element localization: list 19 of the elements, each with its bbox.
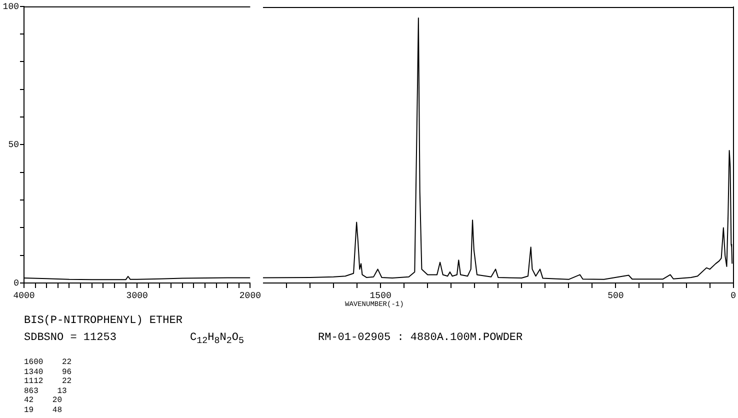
y-tick-label: 50 bbox=[8, 140, 19, 150]
text: RM-01-02905 : 4880A.100M.POWDER bbox=[318, 332, 523, 344]
text: 19 48 bbox=[24, 406, 62, 414]
x-tick-label: 0 bbox=[730, 290, 736, 301]
y-tick-label: 100 bbox=[2, 2, 19, 12]
y-tick-label: 0 bbox=[14, 278, 19, 288]
text: 1600 22 bbox=[24, 358, 72, 367]
text: 42 20 bbox=[24, 396, 62, 405]
text: SDBSNO = 11253 bbox=[24, 332, 116, 344]
x-tick-label: 500 bbox=[608, 290, 624, 301]
text: 1340 96 bbox=[24, 368, 72, 376]
x-tick-label: 3000 bbox=[126, 290, 148, 301]
text: C$_{12}$H$_{8}$N$_{2}$O$_{5}$ bbox=[190, 332, 244, 346]
x-tick-label: 2000 bbox=[239, 290, 262, 301]
text: BIS(P-NITROPHENYL) ETHER bbox=[24, 315, 182, 327]
text: 863 13 bbox=[24, 386, 67, 396]
x-tick-label: 1500 bbox=[370, 290, 392, 301]
text: 1112 22 bbox=[24, 377, 72, 386]
x-tick-label: 4000 bbox=[13, 290, 35, 301]
